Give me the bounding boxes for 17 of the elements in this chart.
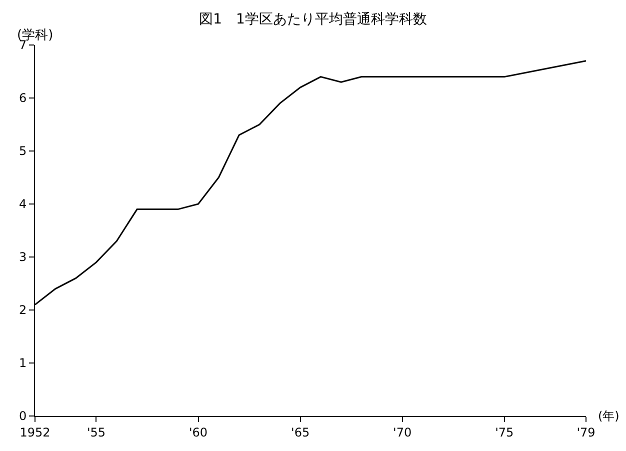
- y-tick-label: 7: [18, 38, 27, 52]
- chart-title: 図1 1学区あたり平均普通科学科数: [199, 10, 427, 28]
- y-tick-label: 0: [18, 409, 27, 424]
- x-tick-label: '55: [86, 425, 106, 440]
- y-tick-label: 6: [18, 91, 27, 106]
- y-tick-label: 4: [18, 197, 27, 212]
- x-tick-label: '65: [291, 425, 310, 440]
- y-tick-label: 1: [18, 356, 27, 370]
- y-tick-label: 3: [18, 250, 27, 264]
- x-tick-label: 1952: [20, 425, 50, 440]
- y-tick-label: 5: [18, 144, 27, 158]
- x-tick-label: '75: [495, 425, 514, 440]
- x-axis-title: (年): [598, 409, 620, 423]
- x-tick-label: '79: [576, 425, 596, 440]
- x-tick-label: '60: [188, 425, 208, 440]
- y-tick-label: 2: [18, 303, 27, 318]
- x-tick-label: '70: [393, 425, 412, 440]
